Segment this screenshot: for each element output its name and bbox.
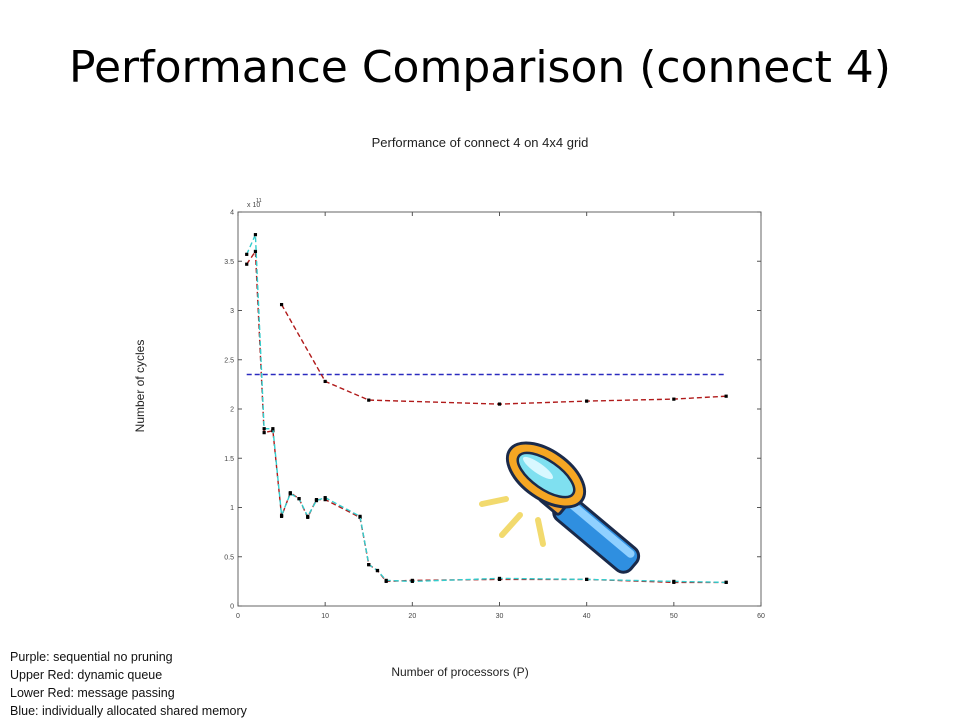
y-tick-label: 3 [230,308,234,315]
data-point [245,262,249,266]
y-tick-label: 0 [230,604,234,611]
y-tick-label: 1.5 [224,456,234,463]
y-exponent-power: 11 [256,198,262,204]
legend-item-purple: Purple: sequential no pruning [10,650,173,664]
light-rays [479,496,546,547]
y-tick-label: 3.5 [224,259,234,266]
data-point [497,576,502,581]
x-tick-label: 60 [757,613,765,620]
data-point [306,514,310,518]
y-tick-label: 2.5 [224,357,234,364]
data-point [672,579,676,583]
data-point [279,302,284,307]
data-point [367,563,371,567]
data-point [323,379,327,384]
x-tick-label: 20 [408,613,416,620]
magnifier-icon [479,441,641,574]
data-point [724,394,728,398]
y-exponent-base: x 10 [247,202,260,209]
x-tick-label: 10 [321,613,329,620]
data-point [585,577,589,582]
data-point [724,580,728,584]
ticks-layer: 0 10 20 30 40 50 60 0 0.5 1 1.5 2 2.5 3 3.5 4 [224,210,765,621]
x-tick-label: 30 [496,613,504,620]
plot-frame [237,211,762,607]
y-tick-label: 2 [230,407,234,414]
legend-item-blue: Blue: individually allocated shared memo… [10,704,247,718]
data-point [384,578,388,582]
data-point [323,498,327,502]
data-point [367,398,371,402]
data-point [314,499,319,503]
lens-highlight [522,456,554,480]
data-point [288,492,292,496]
data-point [262,431,266,435]
data-point [297,497,301,501]
data-point [497,402,502,406]
y-tick-label: 0.5 [224,554,234,561]
data-point [262,427,266,431]
x-tick-label: 50 [670,613,678,620]
legend-notes: Purple: sequential no pruning Upper Red:… [10,648,247,720]
data-point [358,514,362,518]
data-point [245,252,249,256]
legend-item-lower-red: Lower Red: message passing [10,686,175,700]
chart-title: Performance of connect 4 on 4x4 grid [371,135,589,150]
x-tick-label: 40 [583,613,591,620]
data-point [253,249,258,253]
y-tick-label: 1 [230,505,234,512]
x-tick-label: 0 [236,613,240,620]
data-point [271,427,275,431]
data-point [253,233,258,237]
data-point [585,399,589,403]
data-point [279,513,284,517]
y-tick-label: 4 [230,210,234,217]
legend-item-upper-red: Upper Red: dynamic queue [10,668,163,682]
x-axis-label: Number of processors (P) [391,665,529,679]
data-point [672,397,676,401]
series-layer [245,233,728,584]
data-point [323,496,327,500]
slide-title: Performance Comparison (connect 4) [69,42,891,93]
data-point [410,579,414,583]
data-point [375,568,380,573]
